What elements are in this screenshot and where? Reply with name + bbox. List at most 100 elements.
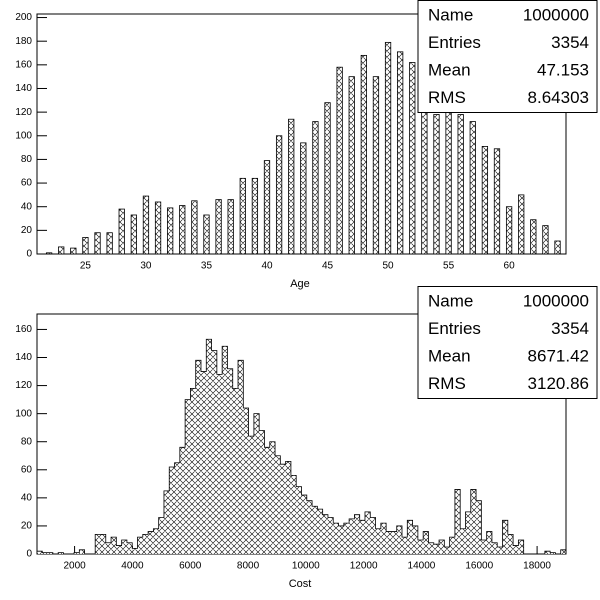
y-tick-label: 0 [26,549,32,560]
y-tick-label: 40 [21,201,33,212]
histogram-bin [111,537,117,554]
bar [445,99,452,255]
histogram-bin [338,525,344,554]
histogram-bin [153,528,159,554]
stats-label: RMS [428,374,466,393]
histogram-bin [232,388,239,554]
stats-value: 3354 [551,33,589,52]
histogram-bin [502,520,508,554]
histogram-bin [370,517,376,554]
bar [530,219,537,255]
histogram-bin [560,549,566,554]
x-tick-label: 4000 [121,561,144,572]
y-tick-label: 140 [15,83,32,94]
histogram-bin [364,511,371,554]
histogram-bin [407,520,413,554]
histogram-bin [126,542,133,554]
bar [58,246,65,255]
bar [70,247,77,255]
histogram-bin [349,518,355,554]
histogram-bin [470,489,477,554]
y-tick-label: 120 [15,380,32,391]
y-tick-label: 60 [21,464,33,475]
histogram-bin [306,500,313,554]
histogram-bin [317,509,323,554]
x-tick-label: 14000 [408,561,436,572]
stats-value: 1000000 [523,5,589,24]
bar [554,240,561,255]
x-axis-label: Cost [289,578,312,590]
histogram-bin [507,534,514,554]
histogram-bin [42,552,48,554]
bar [82,237,89,255]
bar [469,121,476,255]
histogram-bin [95,534,101,554]
histogram-bin [105,542,112,554]
bar [481,146,489,255]
stats-label: Name [428,5,473,24]
histogram-bin [343,523,350,554]
stats-label: Mean [428,346,471,365]
histogram-bin [301,495,307,554]
y-tick-label: 20 [21,521,33,532]
histogram-bin [58,552,64,554]
stats-value: 8.64303 [528,88,589,107]
x-tick-label: 12000 [350,561,378,572]
bar [433,114,440,255]
bar [409,62,416,255]
histogram-bin [476,500,482,554]
bar [275,135,283,255]
y-tick-label: 20 [21,225,33,236]
histogram-bin [285,461,291,554]
histogram-bin [544,551,551,554]
bar [227,199,234,255]
histogram-bin [513,545,519,554]
stats-label: Name [428,291,473,310]
histogram-bin [402,537,408,554]
bar [130,214,137,255]
histogram-bin [333,523,339,554]
y-tick-label: 160 [15,59,32,70]
stats-label: Entries [428,33,481,52]
bar [542,225,549,255]
y-tick-label: 200 [15,12,32,23]
bar [493,148,501,255]
bar [203,214,210,255]
stats-label: Entries [428,319,481,338]
histogram-bin [312,506,318,554]
bar [324,102,331,255]
histogram-bin [460,528,466,554]
histogram-bin [116,545,122,554]
histogram-outline [36,338,567,555]
histogram-bin [37,551,43,554]
histogram-bin [465,511,471,554]
x-axis-label: Age [290,278,310,290]
stats-label: RMS [428,88,466,107]
x-tick-label: 50 [382,261,394,272]
bar [142,195,150,255]
x-tick-label: 60 [504,261,516,272]
x-tick-label: 35 [201,261,213,272]
bar [215,199,222,255]
histogram-bin [481,539,487,554]
y-tick-label: 120 [15,107,32,118]
histogram-bin [428,542,434,554]
x-tick-label: 10000 [292,561,320,572]
histogram-bin [248,436,254,554]
histogram-bin [449,537,455,554]
histogram-bin [264,447,270,554]
stats-value: 3354 [551,319,589,338]
histogram-bin [391,531,397,554]
stats-value: 8671.42 [528,346,589,365]
histogram-bin [275,455,281,554]
histogram-bin [137,537,143,554]
bar [288,118,295,255]
histogram-bin [497,546,503,554]
histogram-bin [439,539,445,554]
histogram-bin [206,339,212,554]
bar [167,207,174,255]
histogram-bin [412,525,418,554]
histogram-bin [211,350,217,554]
histogram-bin [269,441,276,554]
